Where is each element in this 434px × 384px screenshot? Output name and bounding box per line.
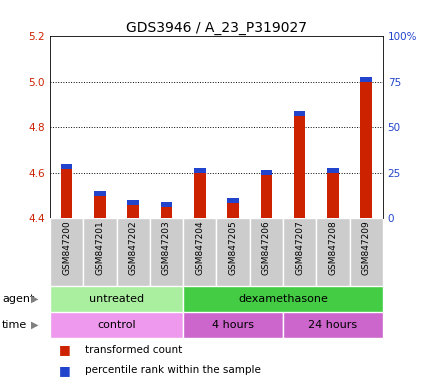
Bar: [50, 218, 83, 286]
Bar: [260, 170, 272, 175]
Bar: [183, 312, 283, 338]
Bar: [183, 286, 382, 312]
Text: GSM847204: GSM847204: [195, 220, 204, 275]
Bar: [349, 218, 382, 286]
Text: 4 hours: 4 hours: [211, 320, 253, 330]
Bar: [359, 79, 371, 218]
Text: agent: agent: [2, 294, 34, 304]
Text: GSM847201: GSM847201: [95, 220, 104, 275]
Bar: [316, 218, 349, 286]
Bar: [61, 164, 72, 169]
Bar: [50, 286, 183, 312]
Bar: [227, 200, 238, 218]
Text: GSM847209: GSM847209: [361, 220, 370, 275]
Text: ▶: ▶: [31, 294, 39, 304]
Text: ■: ■: [59, 343, 70, 356]
Text: percentile rank within the sample: percentile rank within the sample: [85, 365, 260, 375]
Bar: [94, 191, 105, 196]
Bar: [183, 218, 216, 286]
Bar: [116, 218, 149, 286]
Bar: [283, 218, 316, 286]
Text: GSM847202: GSM847202: [128, 220, 138, 275]
Bar: [149, 218, 183, 286]
Bar: [194, 170, 205, 218]
Bar: [216, 218, 249, 286]
Bar: [293, 114, 305, 218]
Bar: [94, 194, 105, 218]
Text: untreated: untreated: [89, 294, 144, 304]
Text: time: time: [2, 320, 27, 330]
Bar: [227, 198, 238, 203]
Bar: [83, 218, 116, 286]
Bar: [61, 166, 72, 218]
Text: ■: ■: [59, 364, 70, 377]
Bar: [160, 205, 172, 218]
Title: GDS3946 / A_23_P319027: GDS3946 / A_23_P319027: [125, 21, 306, 35]
Bar: [194, 168, 205, 173]
Bar: [260, 173, 272, 218]
Text: GSM847208: GSM847208: [328, 220, 337, 275]
Text: ▶: ▶: [31, 320, 39, 330]
Text: transformed count: transformed count: [85, 345, 182, 355]
Text: GSM847200: GSM847200: [62, 220, 71, 275]
Bar: [293, 111, 305, 116]
Bar: [359, 77, 371, 82]
Text: GSM847203: GSM847203: [161, 220, 171, 275]
Bar: [50, 312, 183, 338]
Text: control: control: [97, 320, 135, 330]
Bar: [160, 202, 172, 207]
Bar: [249, 218, 283, 286]
Text: GSM847206: GSM847206: [261, 220, 270, 275]
Text: 24 hours: 24 hours: [308, 320, 357, 330]
Bar: [326, 168, 338, 173]
Bar: [127, 202, 139, 218]
Text: dexamethasone: dexamethasone: [237, 294, 327, 304]
Text: GSM847207: GSM847207: [294, 220, 303, 275]
Bar: [326, 170, 338, 218]
Text: GSM847205: GSM847205: [228, 220, 237, 275]
Bar: [283, 312, 382, 338]
Bar: [127, 200, 139, 205]
